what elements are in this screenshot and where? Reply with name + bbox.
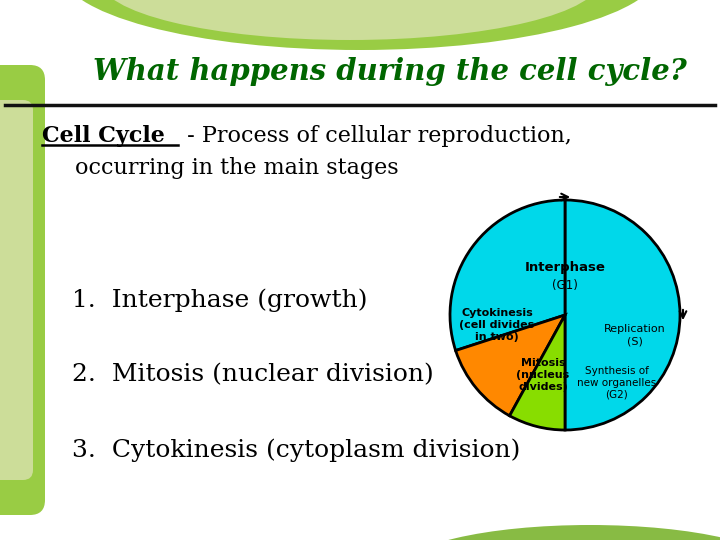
Ellipse shape [400,525,720,540]
Text: 3.  Cytokinesis (cytoplasm division): 3. Cytokinesis (cytoplasm division) [72,438,521,462]
Ellipse shape [100,0,600,40]
FancyBboxPatch shape [0,100,33,480]
Wedge shape [565,200,680,430]
Text: (G1): (G1) [552,279,578,292]
FancyBboxPatch shape [0,65,45,515]
Wedge shape [510,315,565,430]
Text: What happens during the cell cycle?: What happens during the cell cycle? [93,57,687,86]
Wedge shape [450,200,565,350]
Ellipse shape [60,0,660,50]
Text: - Process of cellular reproduction,: - Process of cellular reproduction, [180,125,572,147]
Text: occurring in the main stages: occurring in the main stages [75,157,399,179]
Text: Replication
(S): Replication (S) [604,324,666,346]
Text: Synthesis of
new organelles
(G2): Synthesis of new organelles (G2) [577,367,657,400]
Text: Interphase: Interphase [525,260,606,273]
Text: Cytokinesis
(cell divides
in two): Cytokinesis (cell divides in two) [459,308,535,342]
Text: 2.  Mitosis (nuclear division): 2. Mitosis (nuclear division) [72,363,433,387]
Text: Mitosis
(nucleus
divides): Mitosis (nucleus divides) [516,359,570,392]
Wedge shape [456,315,565,416]
Text: 1.  Interphase (growth): 1. Interphase (growth) [72,288,367,312]
Text: Cell Cycle: Cell Cycle [42,125,165,147]
